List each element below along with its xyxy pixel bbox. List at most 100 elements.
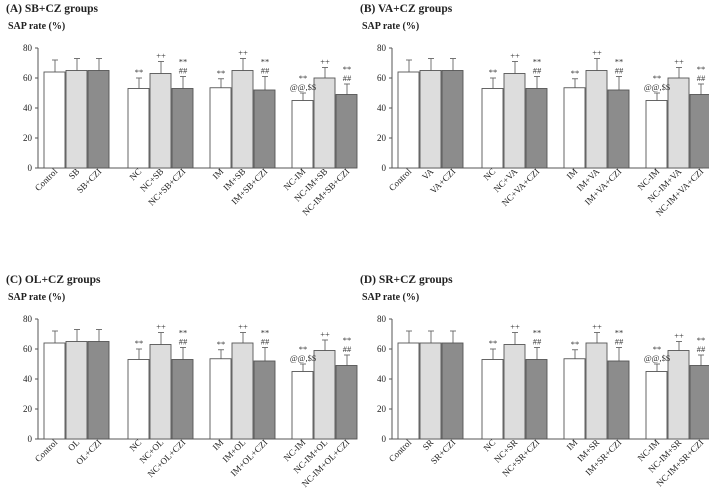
chart-panel-2: (B) VA+CZ groups SAP rate (%) 0 20 40 60 80 Con… (360, 3, 709, 218)
significance-marker: ## (343, 344, 352, 354)
significance-marker: ## (533, 337, 542, 347)
significance-marker: ## (615, 66, 624, 76)
bar-im-sr (585, 342, 608, 440)
bar-ol (65, 341, 88, 440)
bar-control (397, 71, 420, 169)
bar-sr (419, 342, 442, 440)
bar-va (419, 70, 442, 169)
y-tick-label: 80 (377, 314, 387, 324)
significance-marker: @@,$$ (290, 353, 316, 363)
significance-marker: ** (615, 328, 624, 338)
x-tick-label: SR+CZI (429, 437, 458, 466)
bar-nc-im-va-czi (689, 94, 709, 169)
bar-im (563, 87, 586, 169)
y-axis-label: SAP rate (%) (8, 21, 65, 32)
significance-marker: ## (179, 337, 188, 347)
significance-marker: ** (653, 73, 662, 83)
bar-nc-im-sb (313, 77, 336, 169)
significance-marker: ## (697, 344, 706, 354)
panel-title: (D) SR+CZ groups (360, 274, 453, 286)
bar-im (563, 358, 586, 440)
bar-nc-ol-czi (171, 359, 194, 440)
x-tick-label: NC (481, 166, 497, 182)
bar-sb-czi (87, 70, 110, 169)
significance-marker: ## (179, 66, 188, 76)
significance-marker: ** (615, 57, 624, 67)
y-tick-label: 20 (377, 404, 387, 414)
significance-marker: ++ (238, 48, 248, 58)
significance-marker: ## (261, 337, 270, 347)
y-tick-label: 40 (377, 374, 387, 384)
bar-control (43, 342, 66, 440)
x-tick-label: NC (127, 166, 143, 182)
bar-im-ol-czi (253, 360, 276, 440)
bar-nc-sb (149, 73, 172, 169)
bar-im-va (585, 70, 608, 169)
y-tick-label: 40 (23, 103, 33, 113)
bar-im-va-czi (607, 89, 630, 169)
y-tick-label: 20 (23, 404, 33, 414)
significance-marker: ## (343, 73, 352, 83)
bar-im-ol (231, 342, 254, 440)
y-tick-label: 80 (23, 314, 33, 324)
bar-nc-im-sb-czi (335, 94, 358, 169)
bar-nc-va-czi (525, 88, 548, 169)
significance-marker: ++ (156, 322, 166, 332)
x-tick-label: IM (565, 437, 580, 452)
y-tick-label: 20 (23, 133, 33, 143)
significance-marker: ++ (238, 322, 248, 332)
bar-nc-ol (149, 344, 172, 440)
x-tick-label: SB (67, 166, 82, 181)
y-tick-label: 60 (377, 73, 387, 83)
chart-panel-1: (A) SB+CZ groups SAP rate (%) 0 20 40 60 80 Con… (6, 3, 358, 217)
y-tick-label: 60 (23, 344, 33, 354)
y-tick-label: 40 (377, 103, 387, 113)
panel-title: (B) VA+CZ groups (360, 3, 453, 15)
significance-marker: ++ (592, 322, 602, 332)
bar-sb (65, 70, 88, 169)
bar-nc (481, 88, 504, 169)
bar-nc-im (645, 371, 668, 440)
x-tick-label: Control (33, 437, 60, 464)
bar-sr-czi (441, 342, 464, 440)
x-tick-label: NC (481, 437, 497, 453)
significance-marker: ** (217, 339, 226, 349)
panel-title: (A) SB+CZ groups (6, 3, 98, 15)
x-tick-label: Control (387, 437, 414, 464)
bar-control (397, 342, 420, 440)
bar-nc-sr (503, 344, 526, 440)
x-tick-label: Control (387, 166, 414, 193)
x-tick-label: IM (211, 437, 226, 452)
bar-im (209, 358, 232, 440)
significance-marker: ** (261, 328, 270, 338)
bar-nc-im (291, 100, 314, 169)
significance-marker: ## (615, 337, 624, 347)
significance-marker: ** (261, 57, 270, 67)
significance-marker: ** (343, 64, 352, 74)
bar-nc-sr-czi (525, 359, 548, 440)
bar-nc-sb-czi (171, 88, 194, 169)
significance-marker: @@,$$ (290, 82, 316, 92)
significance-marker: ** (697, 64, 706, 74)
bar-im-sb-czi (253, 89, 276, 169)
bar-nc-im-ol-czi (335, 365, 358, 440)
bar-nc (127, 88, 150, 169)
bar-nc (481, 359, 504, 440)
x-tick-label: Control (33, 166, 60, 193)
significance-marker: ** (299, 73, 308, 83)
chart-panel-4: (D) SR+CZ groups SAP rate (%) 0 20 40 60 80 Con… (360, 274, 709, 488)
significance-marker: ++ (674, 331, 684, 341)
bar-control (43, 71, 66, 169)
significance-marker: @@,$$ (644, 82, 670, 92)
y-axis-label: SAP rate (%) (362, 292, 419, 303)
significance-marker: ** (533, 57, 542, 67)
bar-ol-czi (87, 341, 110, 440)
y-tick-label: 60 (377, 344, 387, 354)
chart-panel-3: (C) OL+CZ groups SAP rate (%) 0 20 40 60 80 Con… (6, 274, 358, 489)
significance-marker: ** (571, 339, 580, 349)
significance-marker: ++ (510, 51, 520, 61)
significance-marker: ** (135, 338, 144, 348)
y-tick-label: 80 (23, 43, 33, 53)
significance-marker: ** (179, 57, 188, 67)
